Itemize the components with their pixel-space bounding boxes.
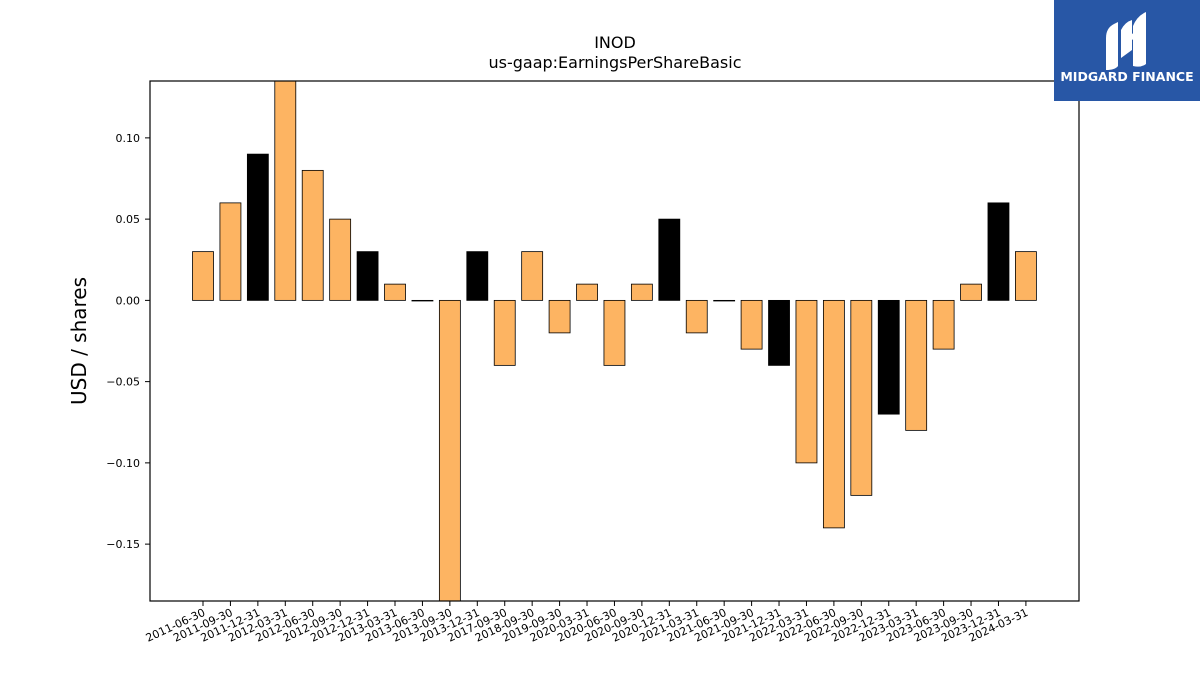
y-tick-label: 0.10 <box>116 132 141 145</box>
bar-2022-03-31 <box>795 299 818 464</box>
plot-frame <box>149 80 1080 602</box>
bar-2011-06-30 <box>192 251 214 301</box>
y-tick-label: −0.10 <box>106 457 140 470</box>
bar-2021-03-31 <box>685 299 708 334</box>
bar-2012-03-31 <box>274 80 297 301</box>
midgard-finance-logo: MIDGARD FINANCE <box>1054 0 1200 101</box>
bar-2021-12-31 <box>768 299 790 366</box>
bar-2024-03-31 <box>1015 251 1037 301</box>
bar-2023-12-31 <box>987 202 1010 301</box>
bar-2022-09-30 <box>850 299 873 496</box>
bar-2020-03-31 <box>576 283 598 301</box>
y-tick-label: −0.05 <box>106 376 140 389</box>
bar-2023-06-30 <box>932 299 955 350</box>
bar-2022-12-31 <box>877 299 900 415</box>
bar-2023-03-31 <box>905 299 928 431</box>
bar-2020-06-30 <box>603 299 626 366</box>
bar-2017-09-30 <box>493 299 516 366</box>
bar-2020-09-30 <box>630 283 653 301</box>
bar-2022-06-30 <box>822 299 845 529</box>
bar-2021-09-30 <box>740 299 763 350</box>
bar-2018-09-30 <box>521 251 544 301</box>
brand-name: MIDGARD FINANCE <box>1060 69 1193 84</box>
y-axis-label: USD / shares <box>67 277 91 405</box>
bar-2019-09-30 <box>548 299 571 334</box>
bar-2013-06-30 <box>411 299 434 302</box>
bar-2011-12-31 <box>246 153 269 301</box>
bar-2013-03-31 <box>384 283 406 301</box>
y-tick-label: 0.05 <box>116 213 141 226</box>
midgard-m-icon <box>1106 12 1146 70</box>
x-axis: 2011-06-302011-09-302011-12-312012-03-31… <box>144 601 1030 645</box>
y-tick-label: −0.15 <box>106 538 140 551</box>
y-axis: 0.10 0.05 0.00 −0.05 −0.10 −0.15 <box>106 132 150 551</box>
bars-layer <box>192 80 1037 602</box>
bar-2013-12-31 <box>466 251 489 301</box>
y-tick-label: 0.00 <box>116 294 141 307</box>
bar-2020-12-31 <box>658 218 681 301</box>
chart-subtitle: us-gaap:EarningsPerShareBasic <box>488 53 741 72</box>
bar-2023-09-30 <box>960 283 982 301</box>
bar-2012-12-31 <box>356 251 379 301</box>
bar-2021-06-30 <box>713 299 736 302</box>
bar-2012-09-30 <box>329 218 352 301</box>
chart-title: INOD <box>594 33 636 52</box>
bar-2013-09-30 <box>438 299 461 602</box>
bar-2012-06-30 <box>301 169 324 301</box>
bar-2011-09-30 <box>219 202 242 301</box>
